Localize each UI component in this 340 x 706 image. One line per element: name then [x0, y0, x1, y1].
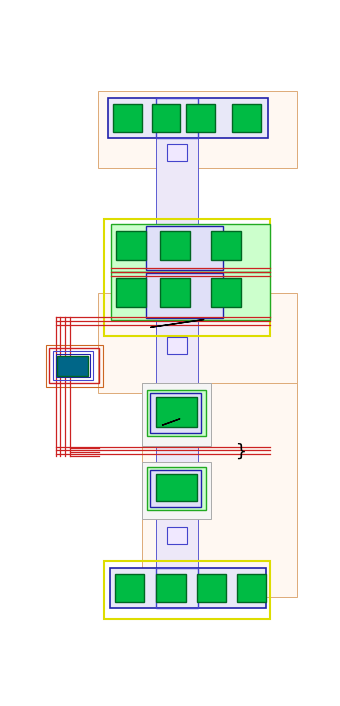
Bar	[116, 278, 146, 307]
Bar	[147, 467, 206, 510]
Bar	[57, 356, 88, 376]
Bar	[156, 474, 197, 501]
Bar	[53, 351, 93, 381]
Bar	[98, 91, 298, 168]
Bar	[160, 231, 190, 261]
Bar	[211, 278, 241, 307]
Bar	[160, 278, 190, 307]
Bar	[197, 575, 226, 602]
Bar	[107, 98, 268, 138]
Bar	[142, 462, 211, 519]
Bar	[98, 292, 298, 393]
Bar	[186, 104, 215, 132]
Bar	[146, 273, 223, 318]
Bar	[46, 345, 103, 387]
Bar	[142, 383, 211, 446]
Bar	[50, 348, 99, 383]
Bar	[167, 144, 187, 161]
Bar	[167, 527, 187, 544]
Bar	[142, 383, 298, 597]
Bar	[112, 224, 270, 272]
Bar	[150, 469, 201, 507]
Bar	[115, 575, 144, 602]
Bar	[156, 575, 186, 602]
Bar	[110, 568, 267, 609]
Bar	[237, 575, 267, 602]
Bar	[150, 393, 201, 433]
Bar	[167, 337, 187, 354]
Bar	[156, 127, 198, 587]
Bar	[104, 561, 270, 619]
Bar	[146, 226, 223, 270]
Bar	[116, 231, 146, 261]
Bar	[232, 104, 261, 132]
Text: }: }	[236, 443, 246, 461]
Bar	[147, 390, 206, 436]
Bar	[156, 98, 198, 138]
Bar	[112, 272, 270, 320]
Bar	[211, 231, 241, 261]
Bar	[104, 219, 270, 336]
Bar	[56, 354, 90, 377]
Bar	[152, 104, 181, 132]
Bar	[113, 104, 142, 132]
Bar	[156, 568, 198, 609]
Bar	[156, 397, 197, 426]
